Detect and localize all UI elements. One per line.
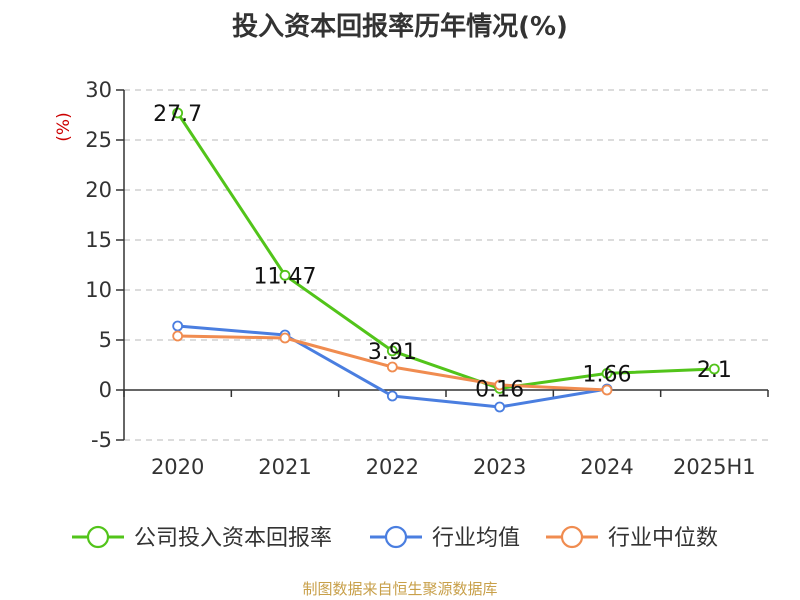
data-point bbox=[494, 401, 506, 413]
data-point bbox=[386, 361, 398, 373]
series-lines bbox=[172, 107, 720, 413]
data-point bbox=[172, 107, 184, 119]
y-tick-label: 5 bbox=[99, 328, 112, 352]
data-point bbox=[279, 269, 291, 281]
data-source-note: 制图数据来自恒生聚源数据库 bbox=[302, 580, 498, 598]
legend-swatch-marker bbox=[384, 525, 408, 549]
data-point bbox=[601, 367, 613, 379]
legend-label: 行业均值 bbox=[432, 526, 520, 551]
data-label: 0.16 bbox=[475, 377, 524, 402]
grid-lines bbox=[124, 89, 768, 441]
legend: 公司投入资本回报率 行业均值 行业中位数 bbox=[72, 525, 718, 551]
y-tick-label: 15 bbox=[85, 228, 112, 252]
y-tick-label: 10 bbox=[85, 278, 112, 302]
data-label: 1.66 bbox=[583, 362, 632, 387]
data-label: 3.91 bbox=[368, 340, 417, 365]
data-point bbox=[172, 330, 184, 342]
data-point bbox=[386, 390, 398, 402]
y-tick-label: 25 bbox=[85, 128, 112, 152]
data-label: 11.47 bbox=[254, 264, 317, 289]
y-tick-label: -5 bbox=[91, 428, 112, 452]
x-tick-label: 2020 bbox=[151, 455, 204, 479]
data-point bbox=[494, 379, 506, 391]
data-label: 2.1 bbox=[697, 358, 732, 383]
data-label: 27.7 bbox=[153, 102, 202, 127]
data-point bbox=[172, 320, 184, 332]
legend-label: 行业中位数 bbox=[608, 526, 718, 551]
y-axis-title: (%) bbox=[54, 112, 74, 141]
legend-swatch-marker bbox=[86, 525, 110, 549]
x-tick-label: 2024 bbox=[580, 455, 633, 479]
legend-swatch-marker bbox=[560, 525, 584, 549]
axes: 30 25 20 15 10 5 0 -5 (%) 2020 2021 2022 2023 2024 202… bbox=[54, 78, 769, 479]
series-line-1 bbox=[176, 112, 715, 390]
data-point bbox=[279, 332, 291, 344]
y-tick-label: 20 bbox=[85, 178, 112, 202]
chart-title: 投入资本回报率历年情况(%) bbox=[232, 12, 568, 42]
x-tick-label: 2025H1 bbox=[673, 455, 756, 479]
x-tick-label: 2022 bbox=[366, 455, 419, 479]
y-tick-label: 0 bbox=[99, 378, 112, 402]
data-labels: 27.7 11.47 3.91 0.16 1.66 2.1 bbox=[153, 102, 732, 402]
data-point bbox=[708, 363, 720, 375]
x-tick-label: 2021 bbox=[258, 455, 311, 479]
x-tick-label: 2023 bbox=[473, 455, 526, 479]
legend-label: 公司投入资本回报率 bbox=[134, 526, 332, 551]
data-point bbox=[601, 384, 613, 396]
data-point bbox=[386, 345, 398, 357]
y-tick-label: 30 bbox=[85, 78, 112, 102]
